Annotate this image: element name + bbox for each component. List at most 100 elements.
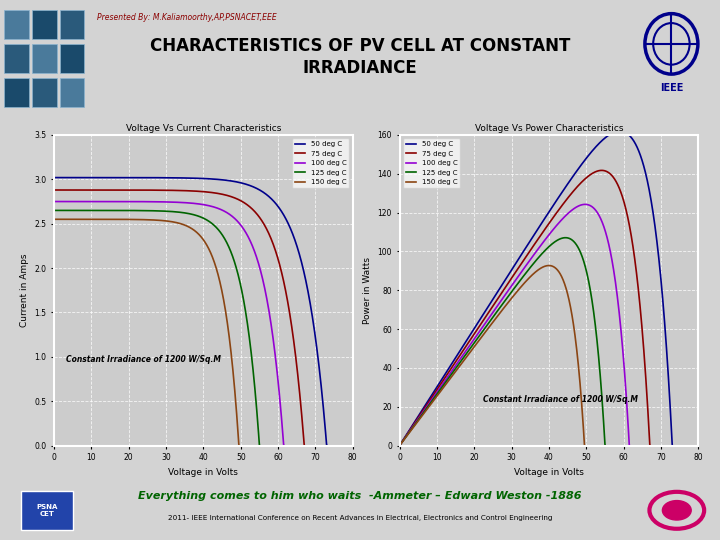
150 deg C [142, 217, 150, 223]
Bar [60, 44, 84, 73]
X-axis label: Voltage in Volts: Voltage in Volts [168, 468, 238, 477]
75 deg C [510, 271, 518, 278]
50 deg C [307, 307, 315, 313]
50 deg C [114, 174, 122, 181]
Circle shape [662, 501, 691, 520]
50 deg C [50, 174, 58, 181]
125 deg C [50, 207, 58, 214]
100 deg C [155, 199, 163, 205]
150 deg C [438, 385, 447, 392]
50 deg C [616, 128, 624, 134]
125 deg C [71, 207, 80, 214]
100 deg C [500, 292, 509, 299]
150 deg C [415, 417, 423, 423]
100 deg C [279, 442, 288, 449]
125 deg C [144, 207, 153, 214]
75 deg C [76, 187, 85, 193]
125 deg C [418, 412, 426, 418]
Text: Constant Irradiance of 1200 W/Sq.M: Constant Irradiance of 1200 W/Sq.M [483, 395, 638, 404]
150 deg C [135, 217, 143, 223]
100 deg C [625, 442, 634, 449]
75 deg C [454, 354, 462, 361]
50 deg C [653, 240, 662, 247]
125 deg C [561, 234, 570, 241]
125 deg C [417, 413, 426, 420]
Bar [60, 10, 84, 38]
Text: IEEE: IEEE [660, 83, 683, 93]
75 deg C [421, 403, 430, 410]
150 deg C [235, 442, 243, 449]
75 deg C [300, 442, 309, 449]
Line: 100 deg C: 100 deg C [400, 204, 629, 446]
125 deg C [98, 207, 107, 214]
150 deg C [70, 216, 78, 222]
100 deg C [73, 198, 82, 205]
75 deg C [76, 187, 84, 193]
Bar [21, 491, 73, 530]
75 deg C [422, 402, 431, 408]
Line: 150 deg C: 150 deg C [400, 266, 585, 446]
50 deg C [423, 398, 432, 404]
75 deg C [286, 313, 294, 320]
Bar [4, 44, 30, 73]
75 deg C [108, 187, 117, 193]
125 deg C [601, 442, 610, 449]
150 deg C [50, 216, 58, 222]
125 deg C [152, 207, 161, 214]
75 deg C [520, 256, 528, 262]
50 deg C [425, 396, 433, 403]
100 deg C [74, 198, 83, 205]
Bar [32, 44, 57, 73]
Bar [60, 78, 84, 107]
100 deg C [104, 198, 112, 205]
100 deg C [449, 366, 458, 372]
75 deg C [598, 167, 606, 174]
50 deg C [174, 174, 183, 181]
150 deg C [487, 321, 496, 327]
150 deg C [395, 442, 404, 449]
Line: 50 deg C: 50 deg C [54, 178, 327, 446]
100 deg C [510, 279, 518, 286]
75 deg C [631, 266, 640, 272]
Line: 150 deg C: 150 deg C [54, 219, 239, 446]
150 deg C [480, 330, 489, 337]
150 deg C [570, 327, 579, 333]
50 deg C [668, 442, 677, 449]
150 deg C [224, 328, 233, 334]
50 deg C [520, 247, 528, 253]
75 deg C [646, 442, 654, 449]
100 deg C [50, 198, 58, 205]
150 deg C [415, 416, 424, 422]
100 deg C [395, 442, 404, 449]
100 deg C [581, 201, 590, 207]
125 deg C [243, 323, 252, 330]
Text: Constant Irradiance of 1200 W/Sq.M: Constant Irradiance of 1200 W/Sq.M [66, 355, 221, 363]
125 deg C [590, 309, 598, 315]
125 deg C [395, 442, 404, 449]
50 deg C [395, 442, 404, 449]
75 deg C [174, 187, 183, 194]
75 deg C [395, 442, 404, 449]
Line: 50 deg C: 50 deg C [400, 131, 672, 446]
125 deg C [498, 302, 506, 308]
Title: Voltage Vs Power Characteristics: Voltage Vs Power Characteristics [474, 124, 624, 133]
Text: 2011- IEEE International Conference on Recent Advances in Electrical, Electronic: 2011- IEEE International Conference on R… [168, 515, 552, 522]
75 deg C [50, 187, 58, 193]
100 deg C [164, 199, 173, 205]
Y-axis label: Current in Amps: Current in Amps [19, 253, 29, 327]
X-axis label: Voltage in Volts: Voltage in Volts [514, 468, 584, 477]
Line: 100 deg C: 100 deg C [54, 201, 284, 446]
Text: Everything comes to him who waits  -Ammeter – Edward Weston -1886: Everything comes to him who waits -Ammet… [138, 491, 582, 501]
125 deg C [72, 207, 81, 214]
Bar [4, 78, 30, 107]
Bar [32, 78, 57, 107]
Title: Voltage Vs Current Characteristics: Voltage Vs Current Characteristics [126, 124, 281, 133]
50 deg C [79, 174, 88, 181]
50 deg C [323, 442, 331, 449]
Text: PSNA
CET: PSNA CET [36, 504, 58, 517]
100 deg C [266, 319, 275, 326]
Y-axis label: Power in Watts: Power in Watts [363, 256, 372, 324]
125 deg C [256, 442, 264, 449]
150 deg C [580, 442, 589, 449]
Line: 125 deg C: 125 deg C [54, 211, 260, 446]
